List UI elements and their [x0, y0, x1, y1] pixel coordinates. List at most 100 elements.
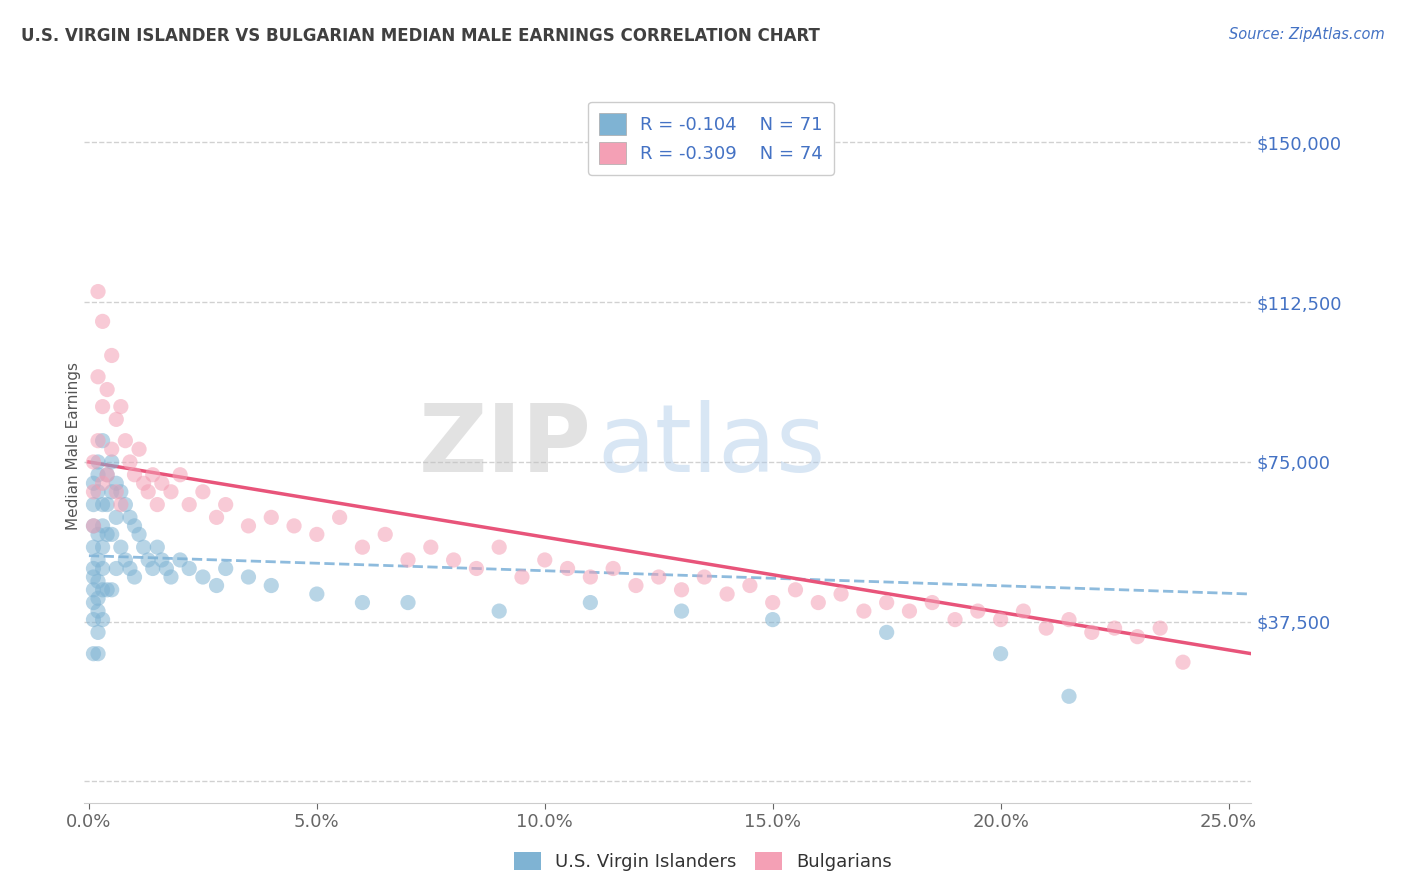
Point — [82, 455, 104, 469]
Point — [191, 484, 214, 499]
Point — [96, 527, 118, 541]
Point — [205, 578, 228, 592]
Point — [132, 476, 155, 491]
Point — [100, 349, 122, 363]
Text: U.S. VIRGIN ISLANDER VS BULGARIAN MEDIAN MALE EARNINGS CORRELATION CHART: U.S. VIRGIN ISLANDER VS BULGARIAN MEDIAN… — [21, 27, 820, 45]
Point — [87, 604, 110, 618]
Point — [82, 613, 104, 627]
Point — [443, 553, 465, 567]
Text: Source: ZipAtlas.com: Source: ZipAtlas.com — [1229, 27, 1385, 42]
Point — [465, 561, 488, 575]
Point — [579, 596, 602, 610]
Point — [87, 434, 110, 448]
Point — [671, 582, 693, 597]
Point — [215, 498, 238, 512]
Point — [91, 613, 114, 627]
Point — [87, 591, 110, 606]
Point — [352, 540, 374, 554]
Point — [91, 434, 114, 448]
Point — [91, 582, 114, 597]
Point — [91, 519, 114, 533]
Point — [602, 561, 624, 575]
Point — [82, 484, 104, 499]
Point — [146, 498, 169, 512]
Point — [396, 596, 419, 610]
Point — [124, 467, 146, 482]
Point — [100, 527, 122, 541]
Y-axis label: Median Male Earnings: Median Male Earnings — [66, 362, 80, 530]
Point — [105, 476, 128, 491]
Point — [132, 540, 155, 554]
Point — [87, 455, 110, 469]
Point — [87, 647, 110, 661]
Point — [105, 412, 128, 426]
Point — [82, 561, 104, 575]
Point — [82, 647, 104, 661]
Point — [105, 484, 128, 499]
Point — [785, 582, 807, 597]
Point — [110, 400, 132, 414]
Point — [150, 476, 173, 491]
Point — [82, 570, 104, 584]
Point — [110, 498, 132, 512]
Text: ZIP: ZIP — [419, 400, 592, 492]
Point — [215, 561, 238, 575]
Point — [87, 553, 110, 567]
Point — [82, 519, 104, 533]
Point — [142, 467, 165, 482]
Point — [136, 484, 159, 499]
Point — [807, 596, 830, 610]
Point — [160, 570, 183, 584]
Point — [82, 476, 104, 491]
Point — [91, 498, 114, 512]
Text: atlas: atlas — [598, 400, 827, 492]
Point — [105, 561, 128, 575]
Point — [898, 604, 921, 618]
Point — [91, 561, 114, 575]
Point — [762, 596, 785, 610]
Point — [1126, 630, 1149, 644]
Point — [419, 540, 441, 554]
Point — [1012, 604, 1035, 618]
Point — [260, 510, 283, 524]
Point — [693, 570, 716, 584]
Point — [533, 553, 555, 567]
Point — [179, 561, 201, 575]
Legend: R = -0.104    N = 71, R = -0.309    N = 74: R = -0.104 N = 71, R = -0.309 N = 74 — [588, 102, 834, 175]
Point — [738, 578, 761, 592]
Point — [105, 510, 128, 524]
Point — [87, 285, 110, 299]
Point — [396, 553, 419, 567]
Point — [305, 527, 328, 541]
Point — [488, 604, 510, 618]
Point — [1149, 621, 1171, 635]
Point — [169, 467, 191, 482]
Point — [87, 625, 110, 640]
Point — [648, 570, 671, 584]
Point — [118, 561, 141, 575]
Point — [114, 498, 136, 512]
Point — [921, 596, 943, 610]
Point — [1104, 621, 1126, 635]
Point — [96, 467, 118, 482]
Point — [329, 510, 352, 524]
Point — [510, 570, 533, 584]
Point — [91, 400, 114, 414]
Point — [87, 574, 110, 589]
Point — [96, 467, 118, 482]
Point — [557, 561, 579, 575]
Point — [155, 561, 177, 575]
Point — [1081, 625, 1104, 640]
Point — [82, 596, 104, 610]
Point — [82, 519, 104, 533]
Point — [118, 510, 141, 524]
Point — [87, 484, 110, 499]
Point — [179, 498, 201, 512]
Legend: U.S. Virgin Islanders, Bulgarians: U.S. Virgin Islanders, Bulgarians — [506, 845, 900, 879]
Point — [124, 570, 146, 584]
Point — [124, 519, 146, 533]
Point — [100, 484, 122, 499]
Point — [128, 527, 150, 541]
Point — [87, 369, 110, 384]
Point — [114, 434, 136, 448]
